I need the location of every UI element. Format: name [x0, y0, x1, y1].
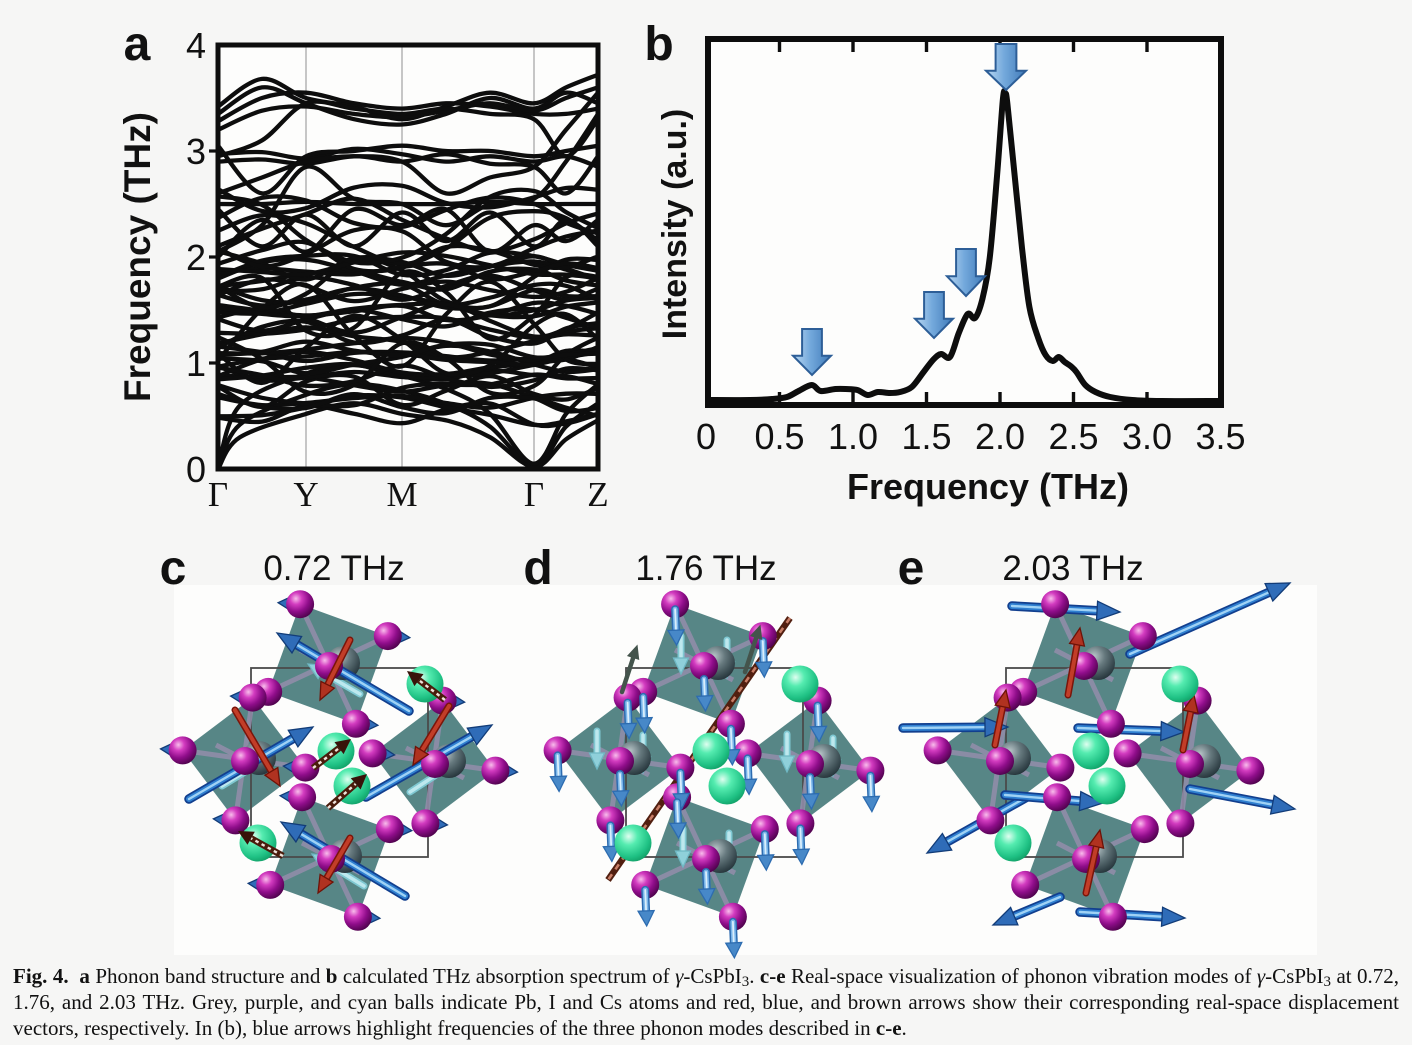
svg-text:M: M — [386, 475, 417, 514]
svg-text:2: 2 — [186, 237, 206, 278]
svg-text:3: 3 — [186, 131, 206, 172]
svg-text:Γ: Γ — [208, 475, 228, 514]
svg-text:Frequency (THz): Frequency (THz) — [117, 112, 158, 402]
svg-text:1.5: 1.5 — [901, 416, 951, 457]
svg-text:Y: Y — [293, 475, 318, 514]
svg-text:0: 0 — [696, 416, 716, 457]
svg-text:4: 4 — [186, 25, 206, 66]
svg-text:2.5: 2.5 — [1048, 416, 1098, 457]
svg-text:1.0: 1.0 — [828, 416, 878, 457]
svg-text:Frequency (THz): Frequency (THz) — [847, 466, 1129, 507]
svg-text:2.0: 2.0 — [975, 416, 1025, 457]
svg-text:0.72 THz: 0.72 THz — [263, 549, 404, 588]
svg-text:0: 0 — [186, 449, 206, 490]
svg-text:Z: Z — [587, 475, 608, 514]
svg-text:a: a — [124, 18, 151, 71]
svg-text:1: 1 — [186, 343, 206, 384]
svg-text:b: b — [644, 18, 673, 71]
svg-text:3.5: 3.5 — [1195, 416, 1245, 457]
svg-text:2.03 THz: 2.03 THz — [1002, 549, 1143, 588]
svg-text:Intensity (a.u.): Intensity (a.u.) — [656, 109, 694, 339]
svg-text:3.0: 3.0 — [1122, 416, 1172, 457]
svg-text:1.76 THz: 1.76 THz — [635, 549, 776, 588]
svg-text:Γ: Γ — [524, 475, 544, 514]
svg-text:0.5: 0.5 — [754, 416, 804, 457]
